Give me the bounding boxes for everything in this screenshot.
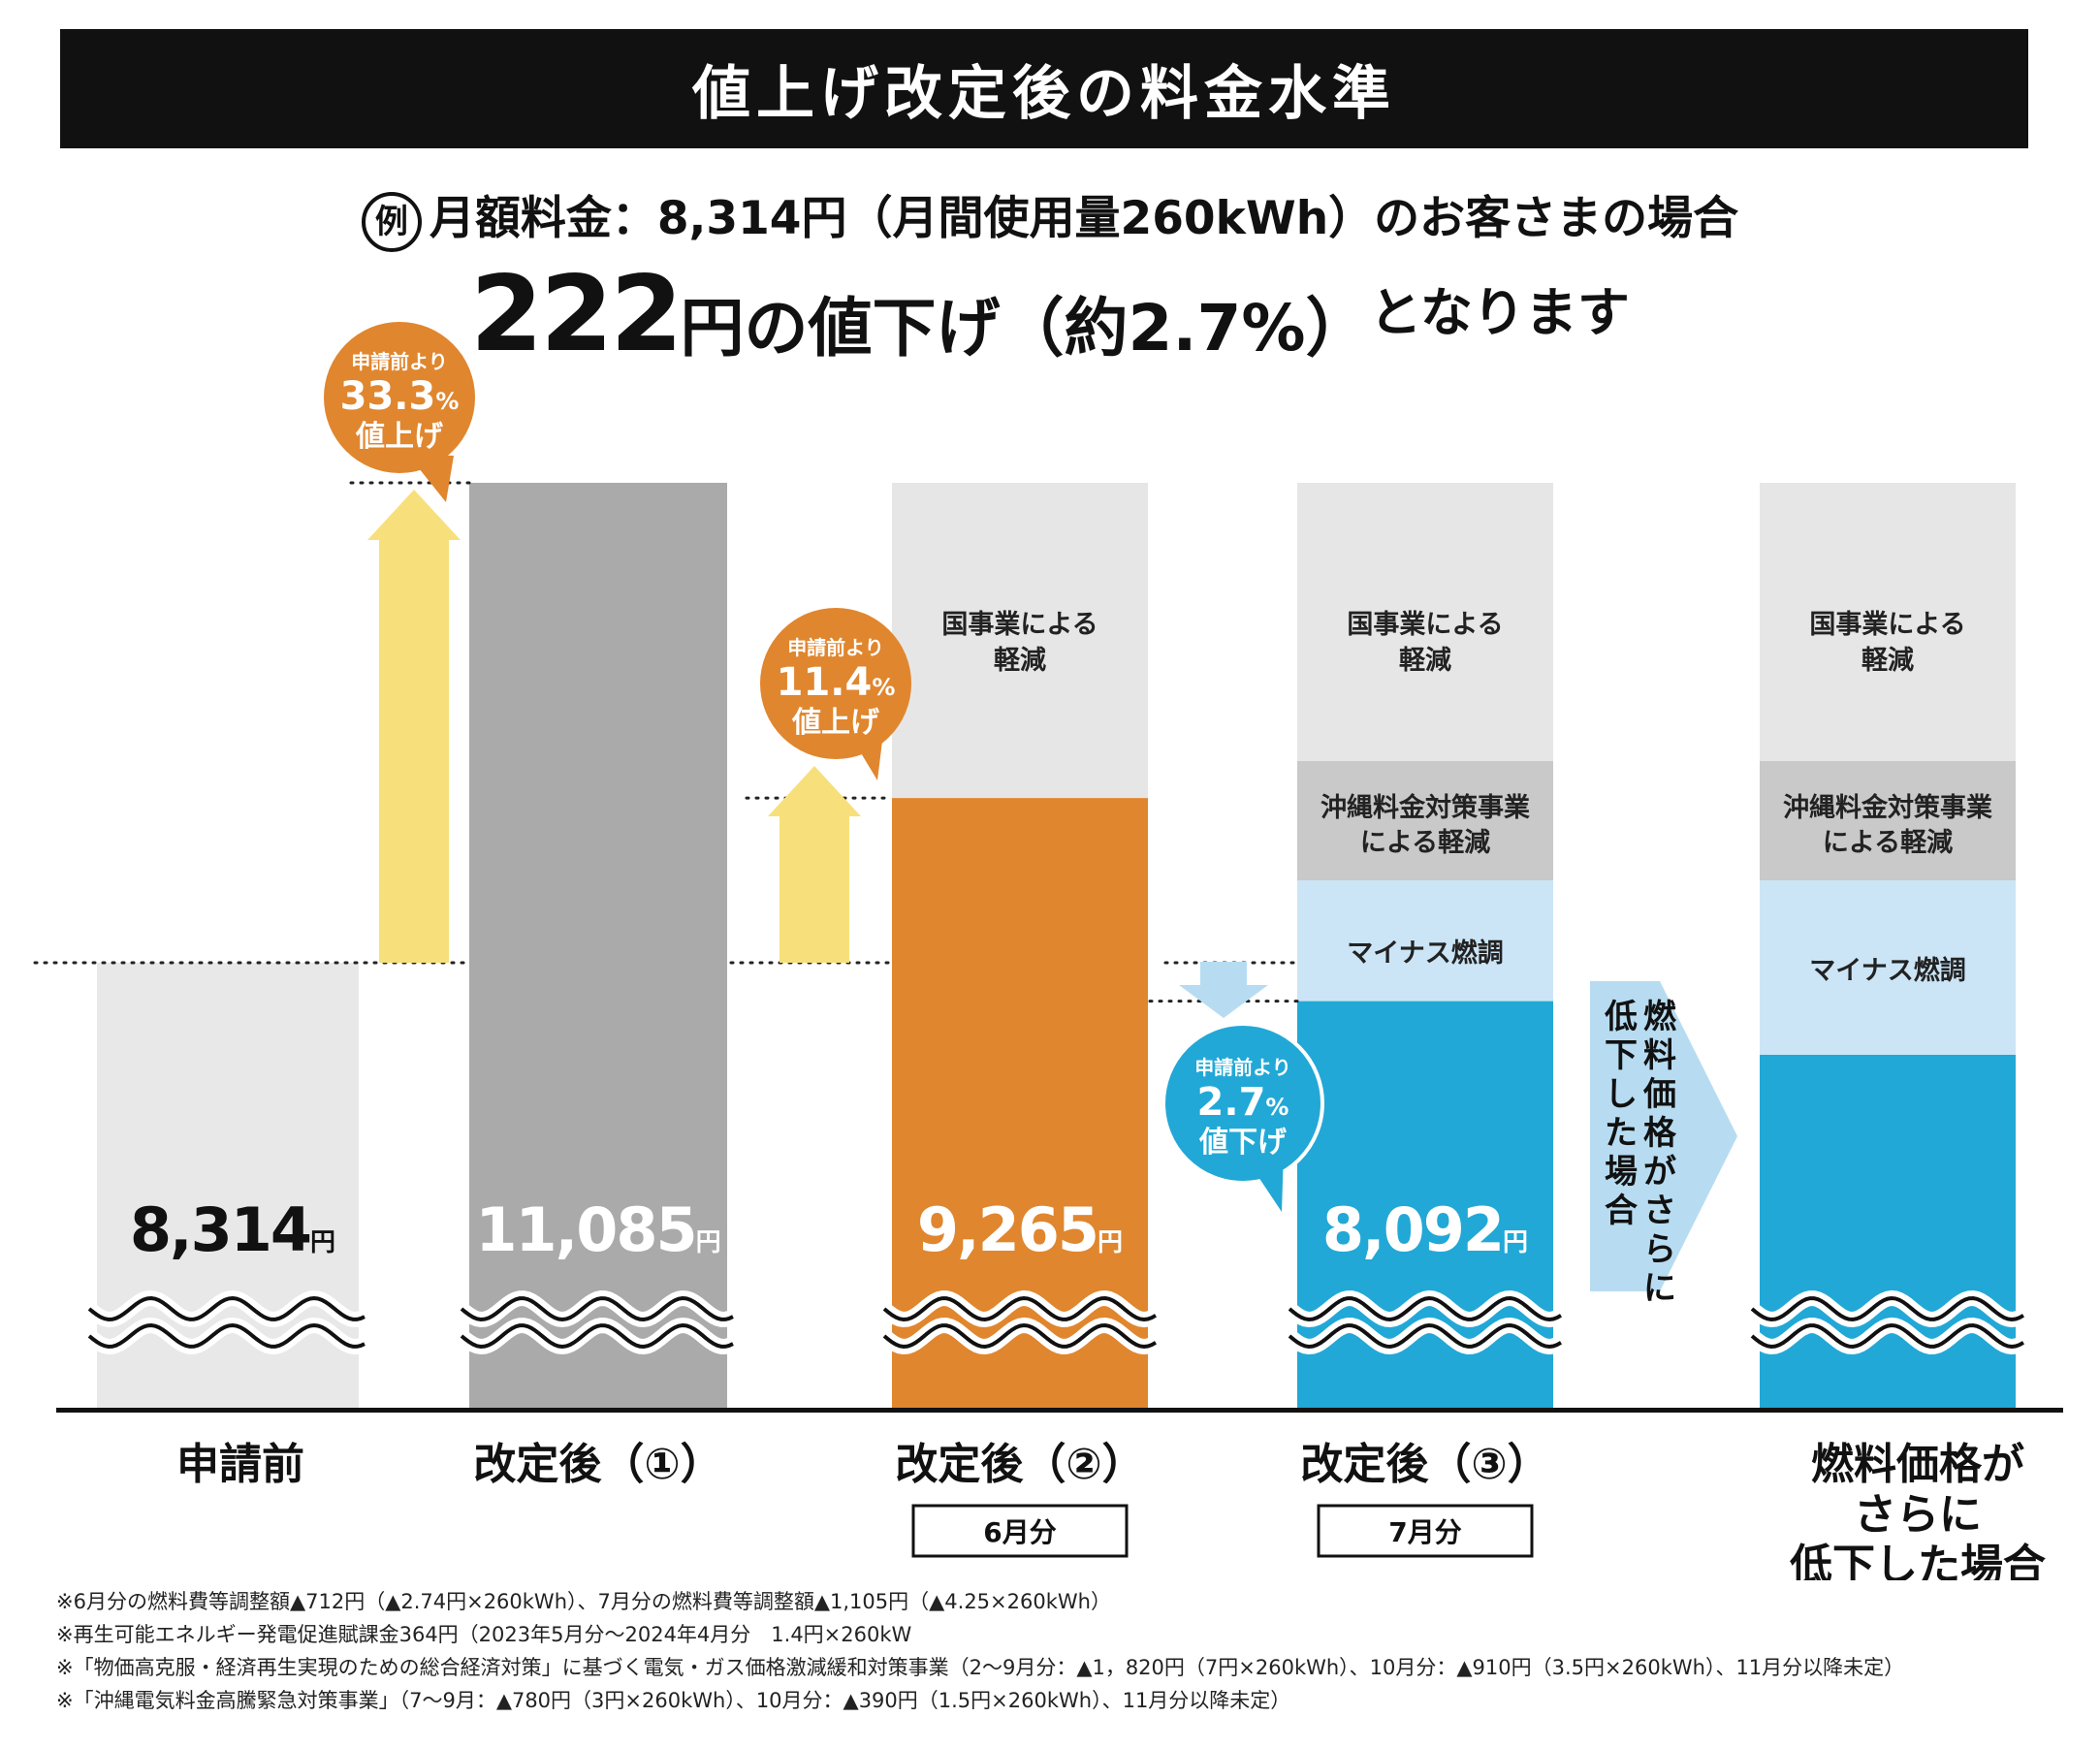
segment-label-fuel: マイナス燃調	[1809, 955, 1965, 986]
transition-label: 場	[1605, 1153, 1638, 1192]
callout-rev2	[760, 608, 911, 780]
callout-rev3-circle	[1161, 1022, 1324, 1185]
reduction-okinawa-segment	[1760, 761, 2016, 880]
footnote: ※「物価高克服・経済再生実現のための総合経済対策」に基づく電気・ガス価格激減緩和…	[56, 1656, 1905, 1679]
reduction-national-segment	[1760, 483, 2016, 761]
x-tick-label: さらに	[1854, 1490, 1982, 1540]
transition-label: た	[1605, 1114, 1638, 1153]
segment-label-okinawa: による軽減	[1360, 828, 1490, 858]
callout-percent: 2.7%	[1197, 1080, 1289, 1125]
segment-label-national: 軽減	[1399, 646, 1451, 676]
x-axis-line	[56, 1408, 2063, 1413]
axis-break-wave	[882, 1295, 1157, 1350]
segment-label-national: 国事業による	[941, 610, 1098, 640]
x-tick-label: 改定後（①）	[473, 1440, 722, 1489]
transition-label: し	[1605, 1075, 1638, 1114]
increase-arrow	[768, 766, 861, 963]
footnotes: ※6月分の燃料費等調整額▲712円（▲2.74円×260kWh）、7月分の燃料費…	[56, 1585, 1904, 1717]
transition-label: 格	[1643, 1114, 1677, 1153]
transition-label: 下	[1605, 1036, 1638, 1075]
segment-label-okinawa: 沖縄料金対策事業	[1783, 792, 1992, 823]
callout-rev1	[324, 322, 475, 502]
axis-break-wave	[1750, 1295, 2024, 1350]
callout-rev3	[1161, 1022, 1324, 1219]
segment-label-okinawa: 沖縄料金対策事業	[1320, 792, 1530, 823]
transition-label: 価	[1642, 1075, 1676, 1114]
x-tick-label: 低下した場合	[1790, 1541, 2046, 1580]
bar	[469, 483, 727, 1408]
footnote: ※再生可能エネルギー発電促進賦課金364円（2023年5月分〜2024年4月分 …	[56, 1623, 912, 1646]
decrease-arrow	[1179, 962, 1268, 1018]
callout-rev1-circle	[324, 322, 475, 473]
transition-label: 低	[1605, 998, 1638, 1036]
reduction-fuel-segment	[1760, 880, 2016, 1055]
period-tag-box	[1317, 1504, 1534, 1558]
callout-percent: 33.3%	[340, 374, 460, 419]
transition-label: に	[1643, 1269, 1676, 1308]
callout-direction: 値上げ	[791, 706, 880, 740]
period-tag: 6月分	[983, 1516, 1056, 1548]
bar-value-label: 11,085円	[475, 1194, 720, 1265]
axis-break-wave	[87, 1295, 366, 1349]
bar-value-label: 8,092円	[1322, 1194, 1528, 1265]
transition-label: が	[1643, 1153, 1676, 1192]
example-line: 例月額料金：8,314円（月間使用量260kWh）のお客さまの場合	[0, 180, 2100, 252]
transition-arrow	[1590, 981, 1737, 1291]
transition-label: 料	[1643, 1036, 1676, 1075]
bar-value-label: 9,265円	[917, 1194, 1123, 1265]
x-tick-label: 改定後（②）	[895, 1440, 1144, 1489]
axis-break-wave	[460, 1295, 734, 1350]
reduction-national-segment	[892, 483, 1148, 799]
segment-label-national: 国事業による	[1809, 610, 1965, 640]
footnote: ※6月分の燃料費等調整額▲712円（▲2.74円×260kWh）、7月分の燃料費…	[56, 1590, 1111, 1613]
axis-break-wave	[1288, 1295, 1562, 1350]
transition-label: 燃	[1643, 998, 1677, 1036]
reduction-national-segment	[1297, 483, 1553, 761]
segment-label-national: 軽減	[1861, 646, 1914, 676]
segment-label-fuel: マイナス燃調	[1347, 938, 1503, 969]
callout-direction: 値上げ	[355, 420, 444, 454]
callout-caption: 申請前より	[1194, 1056, 1291, 1079]
headline-highlight: 222円の値下げ（約2.7%）	[470, 254, 1370, 375]
x-tick-label: 申請前	[176, 1440, 304, 1489]
callout-caption: 申請前より	[351, 350, 448, 373]
reduction-fuel-segment	[1297, 880, 1553, 1002]
callout-rev3-tail-fill	[1247, 1150, 1284, 1212]
callout-percent: 11.4%	[777, 660, 896, 705]
segment-label-okinawa: による軽減	[1823, 828, 1953, 858]
x-tick-label: 改定後（③）	[1300, 1440, 1549, 1489]
page-title: 値上げ改定後の料金水準	[60, 29, 2028, 148]
example-mark: 例	[361, 191, 422, 252]
callout-rev2-circle	[760, 608, 911, 759]
bar-value-label: 8,314円	[130, 1194, 335, 1265]
headline-text: 円の値下げ（約2.7%）	[680, 291, 1370, 366]
bar	[892, 798, 1148, 1408]
segment-label-national: 国事業による	[1347, 610, 1503, 640]
callout-direction: 値下げ	[1198, 1126, 1288, 1160]
increase-arrow	[367, 490, 461, 963]
headline-tail: となります	[1369, 282, 1630, 343]
bar	[1760, 1055, 2016, 1408]
transition-label: さ	[1643, 1192, 1676, 1230]
x-tick-label: 燃料価格が	[1811, 1440, 2024, 1489]
transition-label: ら	[1643, 1230, 1676, 1269]
headline-number: 222	[470, 254, 683, 375]
period-tag: 7月分	[1388, 1516, 1461, 1548]
segment-label-national: 軽減	[994, 646, 1046, 676]
reduction-okinawa-segment	[1297, 761, 1553, 880]
footnote: ※「沖縄電気料金高騰緊急対策事業」（7〜9月：▲780円（3円×260kWh）、…	[56, 1689, 1291, 1712]
example-text: 月額料金：8,314円（月間使用量260kWh）のお客さまの場合	[429, 192, 1739, 245]
headline: 222円の値下げ（約2.7%） となります	[0, 254, 2100, 375]
callout-caption: 申請前より	[787, 636, 884, 659]
period-tag-box	[911, 1504, 1129, 1558]
transition-label: 合	[1605, 1192, 1638, 1230]
bar	[1297, 1001, 1553, 1408]
bar-chart: 国事業による軽減国事業による軽減国事業による軽減沖縄料金対策事業による軽減沖縄料…	[33, 322, 2063, 1580]
